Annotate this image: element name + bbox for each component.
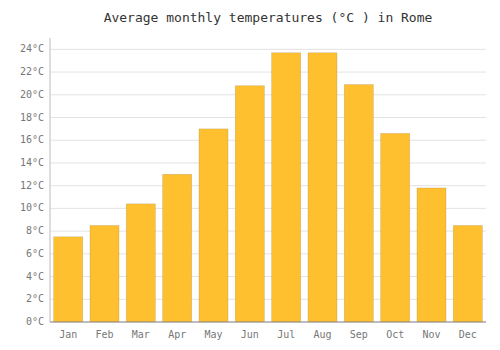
x-tick-label: Mar [132, 329, 150, 340]
x-axis: Jan Feb Mar Apr May Jun Jul Aug Sep Oct Nov Dec [50, 322, 486, 340]
grid-line [50, 162, 486, 163]
y-tick-label: 24°C [20, 43, 44, 54]
grid-line [50, 185, 486, 186]
x-axis-line [50, 322, 486, 323]
grid-line [50, 140, 486, 141]
y-tick-label: 20°C [20, 89, 44, 100]
chart-svg: Average monthly temperatures (°C ) in Ro… [0, 0, 500, 350]
x-tick-label: Nov [422, 329, 440, 340]
bar [163, 174, 192, 322]
x-tick-label: Dec [459, 329, 477, 340]
x-tick-label: Apr [168, 329, 186, 340]
bar [272, 53, 301, 322]
x-tick-label: May [204, 329, 222, 340]
chart-container: Average monthly temperatures (°C ) in Ro… [0, 0, 500, 350]
bar [453, 225, 482, 322]
y-tick-label: 16°C [20, 134, 44, 145]
y-tick-label: 12°C [20, 180, 44, 191]
bar [381, 133, 410, 322]
y-tick-label: 4°C [26, 271, 44, 282]
y-axis-line [50, 38, 51, 322]
x-tick-label: Jun [241, 329, 259, 340]
grid-line [50, 322, 486, 323]
bar [417, 188, 446, 322]
y-tick-label: 10°C [20, 202, 44, 213]
y-tick-label: 22°C [20, 66, 44, 77]
bar [308, 53, 337, 322]
y-axis: 0°C 2°C 4°C 6°C 8°C 10°C 12°C 14°C 16°C 18°C 20°C 2… [20, 38, 50, 327]
x-tick-label: Aug [313, 329, 331, 340]
y-tick-label: 0°C [26, 316, 44, 327]
bar [126, 204, 155, 322]
chart-title: Average monthly temperatures (°C ) in Ro… [104, 10, 433, 25]
x-tick-label: Oct [386, 329, 404, 340]
y-tick-label: 14°C [20, 157, 44, 168]
x-tick-label: Sep [350, 329, 368, 340]
y-tick-label: 18°C [20, 112, 44, 123]
grid-line [50, 72, 486, 73]
bar [54, 237, 83, 322]
bar [90, 225, 119, 322]
bars [54, 53, 483, 322]
x-tick-label: Jul [277, 329, 295, 340]
bar [344, 85, 373, 322]
y-tick-label: 6°C [26, 248, 44, 259]
x-tick-label: Jan [59, 329, 77, 340]
y-grid [50, 49, 486, 322]
bar [235, 86, 264, 322]
bar [199, 129, 228, 322]
x-tick-label: Feb [95, 329, 113, 340]
y-tick-label: 8°C [26, 225, 44, 236]
grid-line [50, 49, 486, 50]
grid-line [50, 94, 486, 95]
y-tick-label: 2°C [26, 293, 44, 304]
grid-line [50, 117, 486, 118]
